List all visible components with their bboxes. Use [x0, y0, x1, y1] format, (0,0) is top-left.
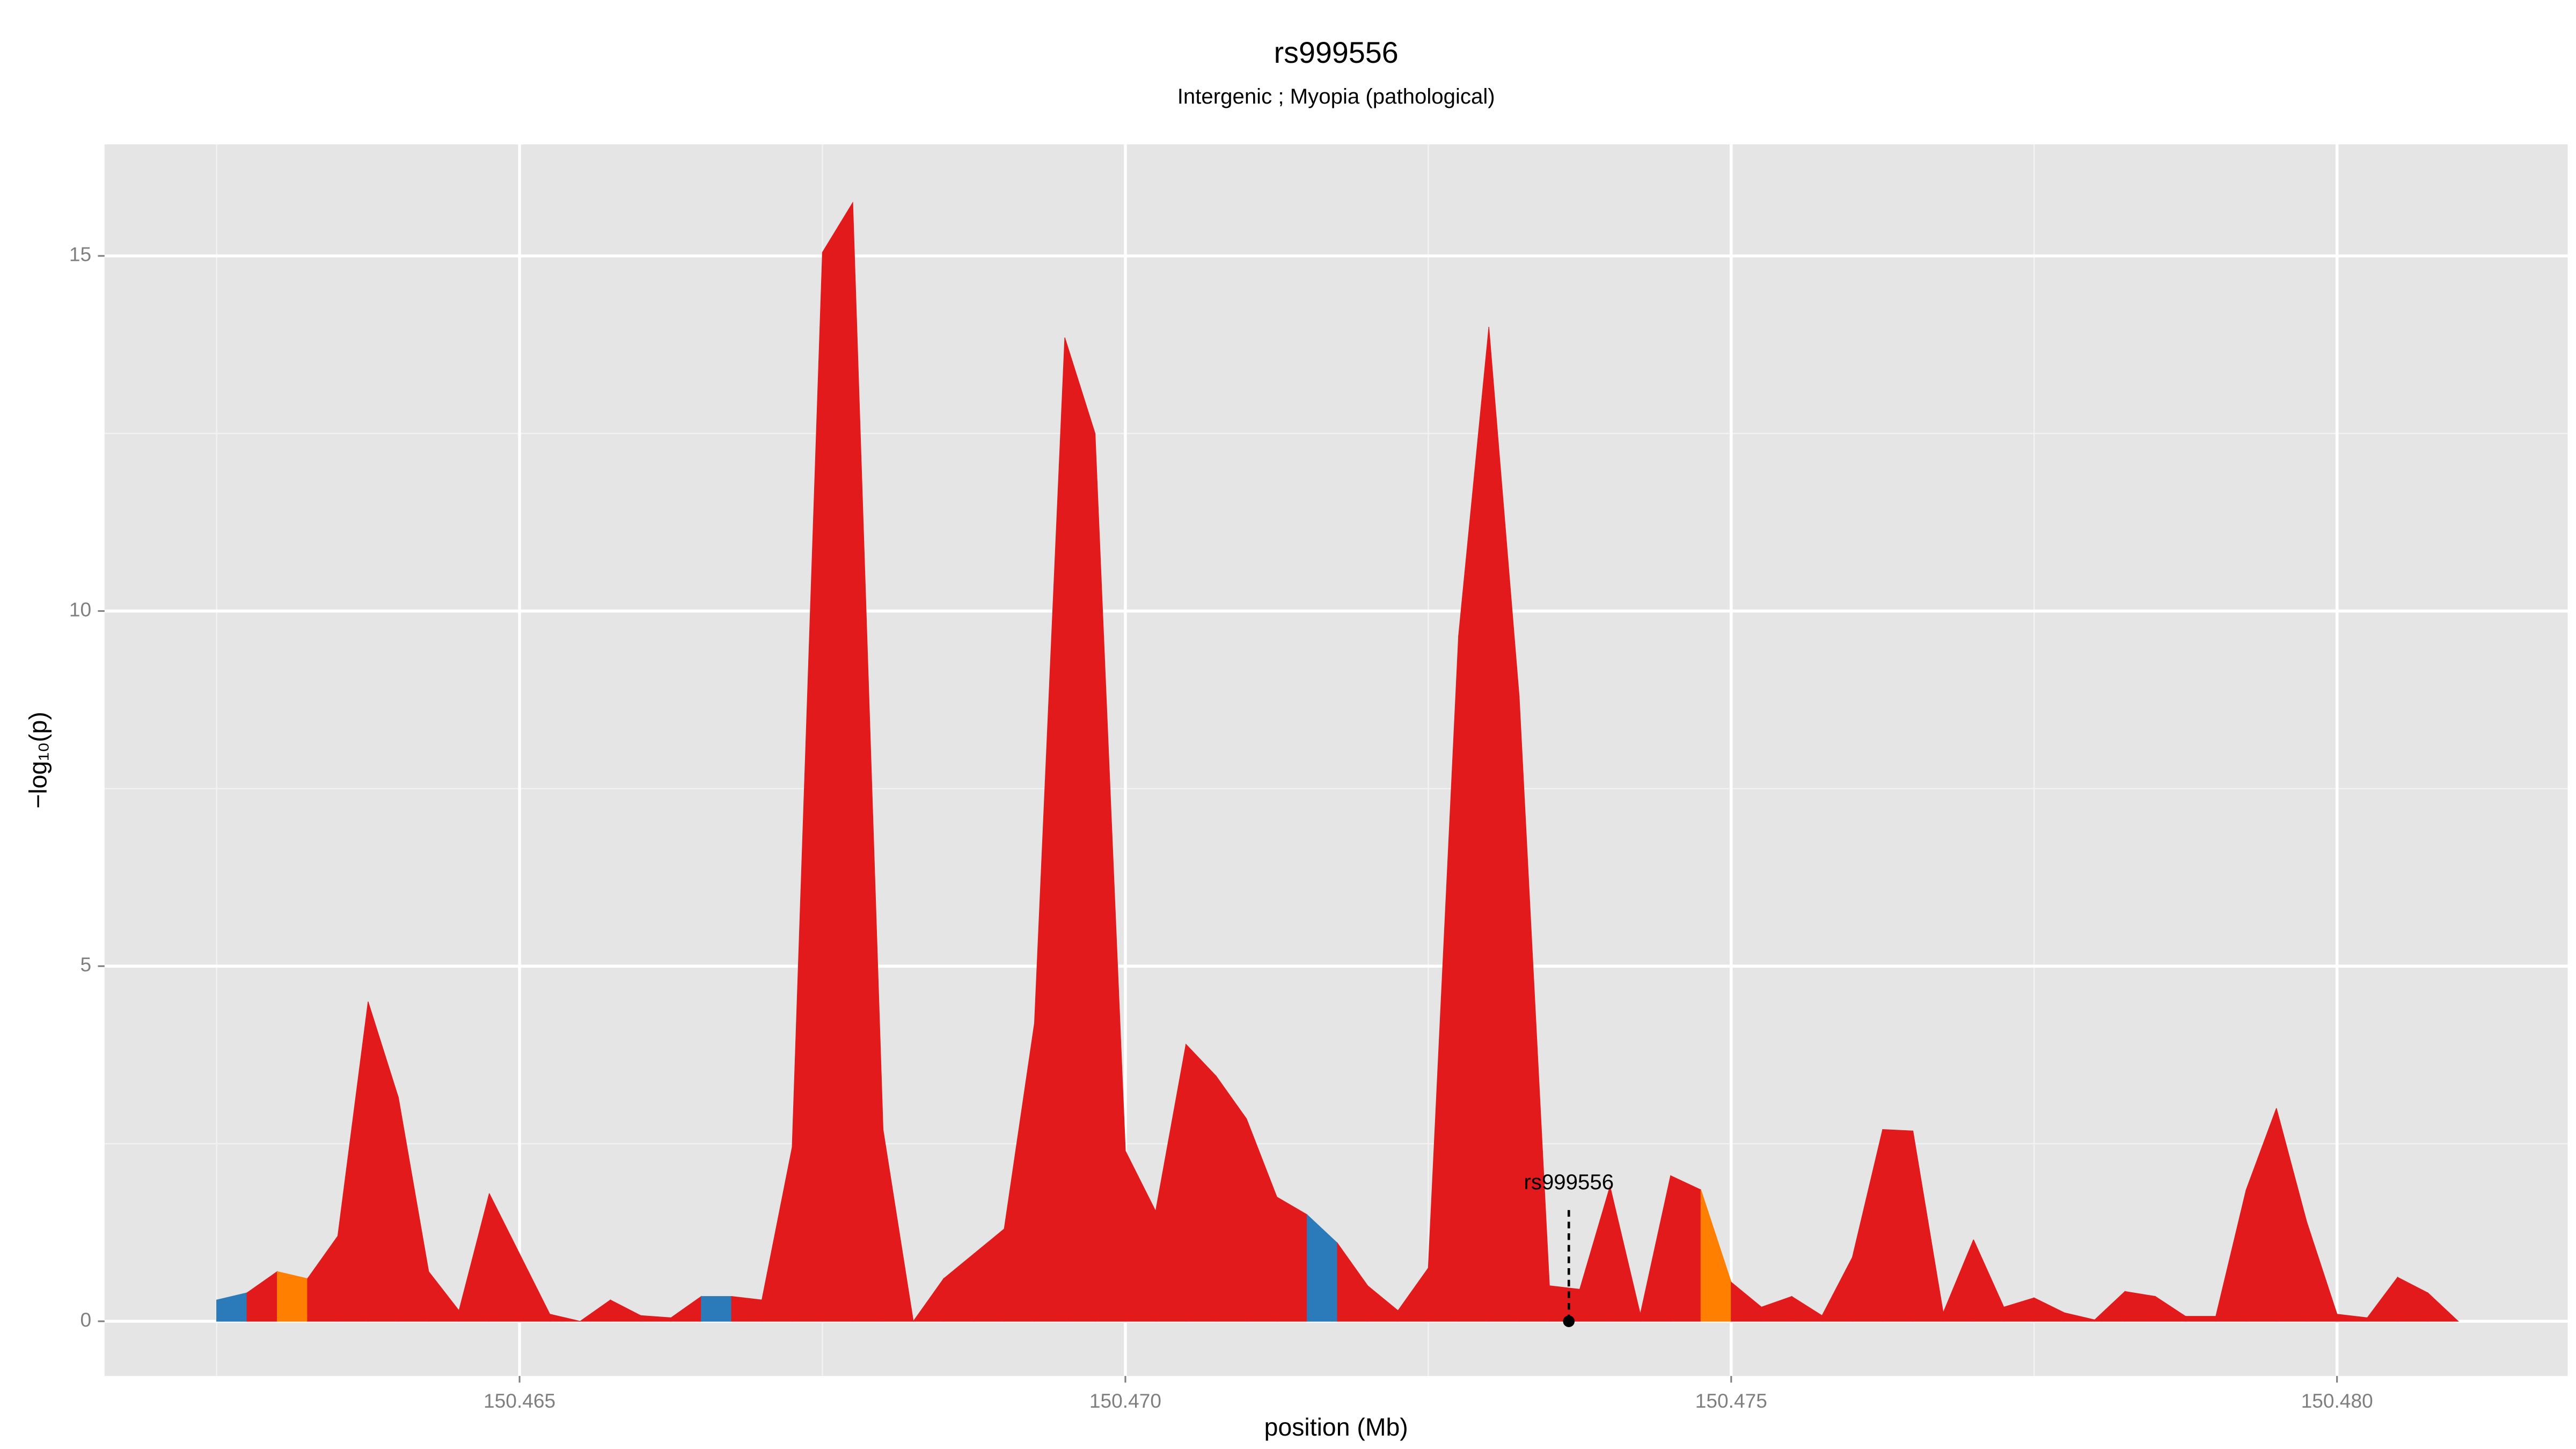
area-segment — [2124, 1291, 2156, 1322]
x-axis-label: position (Mb) — [1264, 1413, 1408, 1441]
area-segment — [701, 1296, 732, 1322]
y-tick-label: 10 — [69, 598, 91, 620]
area-segment — [549, 1313, 581, 1322]
annotation-label: rs999556 — [1524, 1170, 1614, 1194]
area-segment — [2185, 1316, 2216, 1322]
area-segment — [882, 1129, 914, 1322]
area-segment — [822, 201, 853, 1322]
area-segment — [2427, 1292, 2460, 1322]
x-tick-label: 150.480 — [2301, 1389, 2373, 1412]
x-tick-label: 150.475 — [1695, 1389, 1767, 1412]
y-tick-label: 5 — [80, 953, 91, 976]
annotation-group: rs999556 — [1524, 1170, 1614, 1327]
area-segment — [1185, 1043, 1217, 1322]
plot-panel — [104, 144, 2568, 1376]
x-tick-label: 150.470 — [1089, 1389, 1161, 1412]
chart-title: rs999556 — [1274, 36, 1399, 69]
area-segment — [1064, 337, 1096, 1322]
y-tick-label: 15 — [69, 243, 91, 266]
annotation-point — [1563, 1315, 1575, 1327]
area — [216, 201, 2460, 1322]
area-segment — [276, 1271, 308, 1322]
area-segment — [731, 1296, 763, 1322]
area-segment — [1549, 1285, 1580, 1322]
chart-subtitle: Intergenic ; Myopia (pathological) — [1177, 84, 1495, 108]
area-segment — [1276, 1196, 1308, 1322]
area-segment — [1882, 1129, 1914, 1322]
area-segment — [1670, 1175, 1701, 1322]
y-tick-label: 0 — [80, 1308, 91, 1331]
area-segment — [1216, 1075, 1247, 1322]
y-axis-label: −log₁₀(p) — [24, 712, 52, 809]
x-tick-label: 150.465 — [484, 1389, 555, 1412]
